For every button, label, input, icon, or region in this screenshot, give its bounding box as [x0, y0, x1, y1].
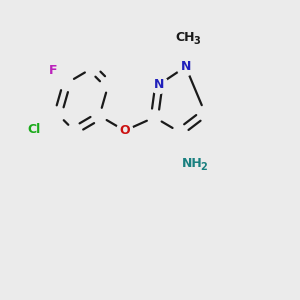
Text: F: F [49, 64, 58, 77]
Text: CH: CH [175, 31, 194, 44]
Circle shape [183, 152, 206, 175]
Text: NH: NH [182, 157, 202, 170]
Circle shape [47, 64, 60, 77]
Circle shape [177, 58, 195, 76]
Text: 3: 3 [193, 36, 200, 46]
Circle shape [116, 122, 133, 139]
Circle shape [23, 118, 45, 140]
Text: 2: 2 [200, 162, 207, 172]
Text: Cl: Cl [28, 123, 41, 136]
Text: N: N [154, 78, 164, 91]
Text: N: N [181, 60, 191, 73]
Text: O: O [119, 124, 130, 137]
Circle shape [176, 26, 198, 48]
Circle shape [150, 76, 168, 94]
